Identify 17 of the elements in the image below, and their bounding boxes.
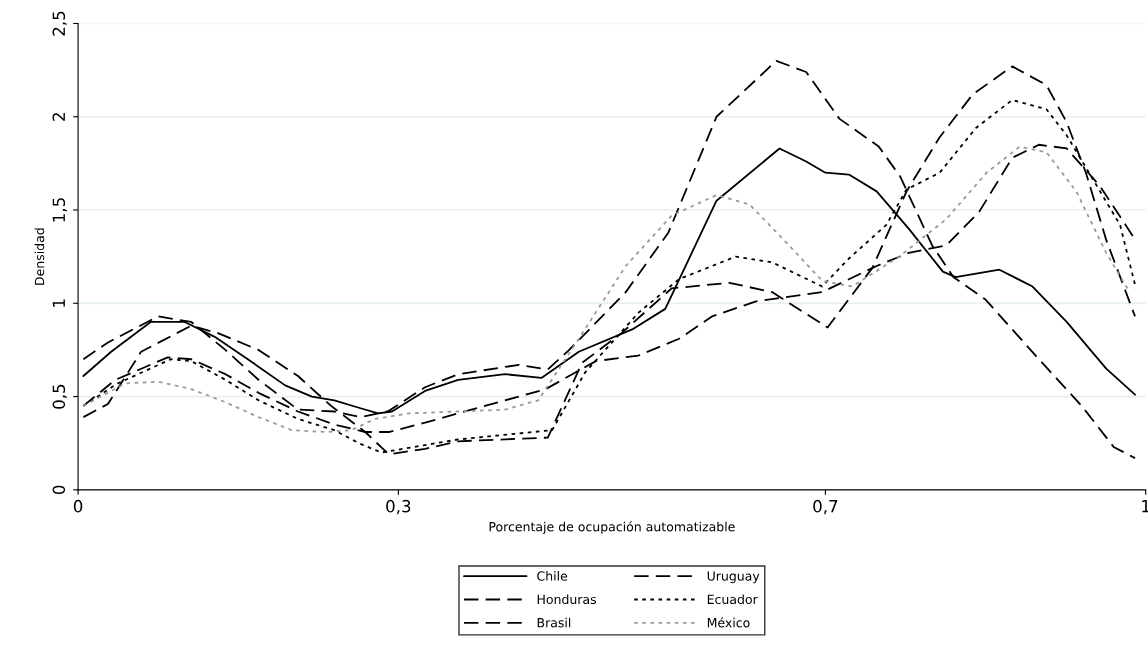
legend-label: Chile <box>537 571 568 581</box>
y-tick-label: 0 <box>52 485 66 495</box>
legend-label: Uruguay <box>707 571 760 584</box>
x-tick-label: 0,3 <box>386 499 411 515</box>
y-tick-label: 1 <box>52 299 65 307</box>
y-axis-title: Densidad <box>34 228 45 285</box>
y-tick-label: 2 <box>52 113 65 121</box>
x-axis-title: Porcentaje de ocupación automatizable <box>489 521 735 534</box>
legend-label: Ecuador <box>707 594 758 605</box>
legend-label: Brasil <box>537 617 571 628</box>
y-tick-label: 1,5 <box>52 198 67 222</box>
y-tick-label: 0,5 <box>52 384 67 409</box>
y-tick-label: 2,5 <box>52 11 67 36</box>
legend-label: México <box>707 617 750 628</box>
legend-label: Honduras <box>537 594 597 605</box>
x-tick-label: 0 <box>73 499 83 513</box>
x-tick-label: 0,7 <box>813 499 838 515</box>
